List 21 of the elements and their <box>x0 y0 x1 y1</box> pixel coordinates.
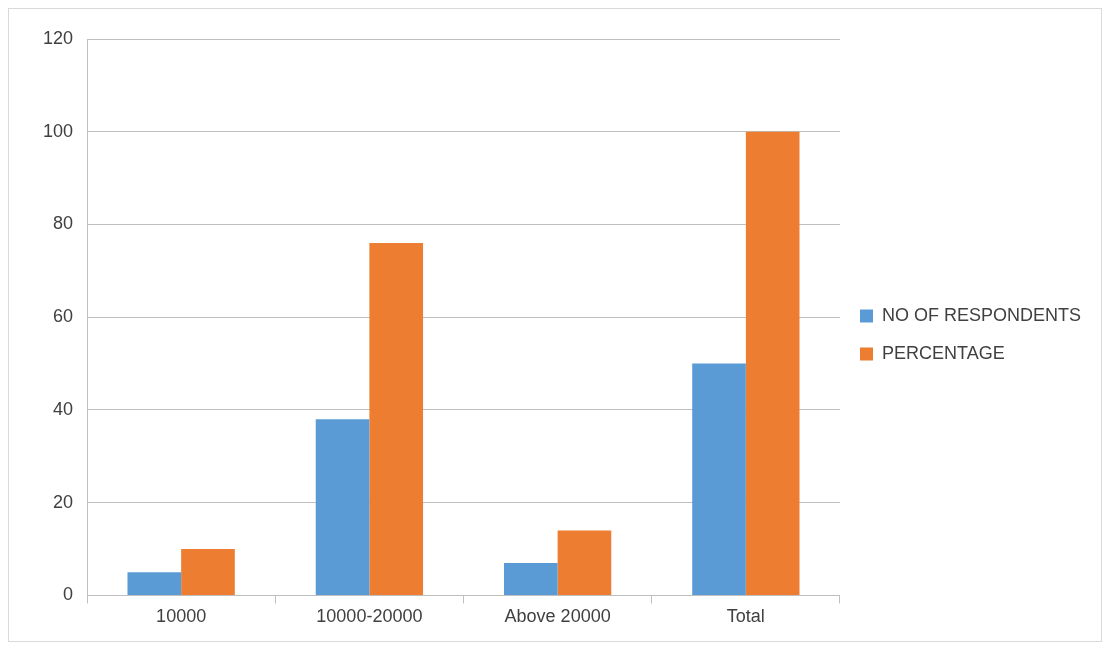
x-tick-label: Above 20000 <box>504 606 611 627</box>
legend-label: NO OF RESPONDENTS <box>881 304 1082 325</box>
y-tick-label: 80 <box>53 213 74 234</box>
y-tick-label: 0 <box>63 584 74 605</box>
bar <box>127 572 182 595</box>
bar <box>369 243 424 595</box>
bar <box>503 562 558 595</box>
y-tick-label: 20 <box>53 491 74 512</box>
bar <box>557 530 612 595</box>
y-tick-label: 60 <box>53 306 74 327</box>
bar <box>315 419 370 595</box>
y-tick-label: 120 <box>42 27 74 48</box>
bar <box>692 363 746 595</box>
x-tick-label: Total <box>726 606 765 627</box>
y-tick-label: 40 <box>53 398 74 419</box>
bar <box>181 549 235 595</box>
y-tick-label: 100 <box>42 120 74 141</box>
x-tick-label: 10000-20000 <box>316 606 423 627</box>
legend-label: PERCENTAGE <box>881 342 1005 363</box>
bar <box>745 131 800 595</box>
x-tick-label: 10000 <box>156 606 207 627</box>
